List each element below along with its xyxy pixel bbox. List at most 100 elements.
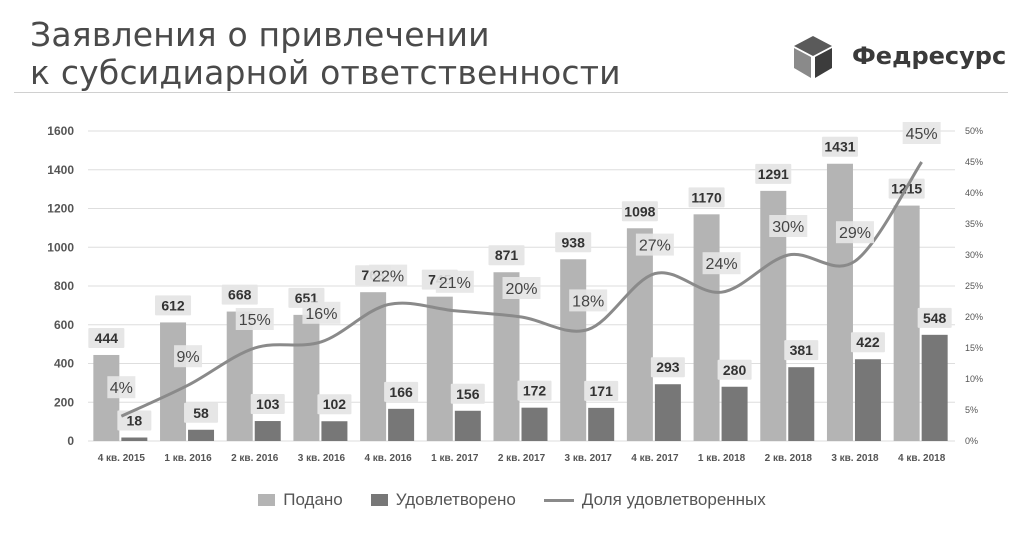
- data-label-satisfied: 172: [523, 383, 547, 399]
- legend-item: Подано: [258, 490, 343, 510]
- x-axis-tick-label: 4 кв. 2017: [631, 453, 679, 464]
- share-line: [120, 161, 923, 418]
- x-axis-tick-label: 4 кв. 2018: [898, 453, 946, 464]
- y-axis-tick-label: 1600: [47, 124, 74, 138]
- title-line-2: к субсидиарной ответственности: [30, 53, 621, 92]
- data-label-bg: [555, 232, 592, 253]
- chart-legend: Подано Удовлетворено Доля удовлетворенных: [0, 488, 1024, 512]
- data-label-satisfied: 166: [389, 384, 413, 400]
- share-label-bg: [107, 376, 136, 399]
- y2-axis-tick-label: 30%: [965, 250, 983, 260]
- share-label: 21%: [439, 275, 471, 292]
- x-axis-tick-label: 2 кв. 2017: [498, 453, 546, 464]
- share-label: 24%: [706, 256, 738, 273]
- share-label-bg: [702, 252, 741, 275]
- data-label-bg: [784, 340, 819, 361]
- data-label-satisfied: 548: [923, 310, 947, 326]
- share-label-bg: [569, 289, 608, 312]
- data-label-bg: [621, 201, 658, 222]
- share-label-bg: [769, 215, 808, 237]
- x-axis-tick-label: 4 кв. 2015: [98, 453, 146, 464]
- data-label-bg: [688, 187, 725, 208]
- bar-satisfied: [321, 421, 348, 441]
- share-label: 22%: [372, 269, 404, 286]
- data-label-satisfied: 58: [193, 405, 209, 421]
- data-label-satisfied: 381: [790, 342, 814, 358]
- bar-submitted: [493, 272, 520, 441]
- share-label-bg: [502, 277, 541, 299]
- bar-submitted: [160, 322, 187, 441]
- x-axis-tick-label: 1 кв. 2016: [164, 453, 212, 464]
- data-label-bg: [184, 402, 219, 423]
- fedresurs-logo-icon: [794, 36, 832, 78]
- bar-satisfied: [854, 359, 881, 441]
- share-label-bg: [369, 264, 408, 287]
- y2-axis-tick-label: 0%: [965, 436, 978, 446]
- y2-axis-tick-label: 35%: [965, 219, 983, 229]
- data-label-bg: [850, 332, 885, 353]
- share-label: 20%: [505, 281, 537, 298]
- bar-satisfied: [521, 407, 548, 441]
- y2-axis-tick-label: 5%: [965, 405, 978, 415]
- data-label-bg: [155, 295, 192, 316]
- bar-submitted: [693, 214, 720, 441]
- bar-submitted: [560, 259, 587, 441]
- share-label: 29%: [839, 225, 871, 242]
- share-label-bg: [635, 233, 674, 256]
- data-label-bg: [221, 284, 258, 305]
- share-label-bg: [302, 301, 341, 324]
- data-label-submitted: 1291: [758, 166, 789, 182]
- data-label-submitted: 444: [95, 330, 119, 346]
- data-label-satisfied: 156: [456, 386, 480, 402]
- y2-axis-tick-label: 15%: [965, 343, 983, 353]
- data-label-submitted: 938: [562, 234, 586, 250]
- share-label: 4%: [110, 380, 133, 397]
- data-label-satisfied: 18: [127, 413, 143, 429]
- bar-satisfied: [721, 386, 748, 441]
- data-label-bg: [650, 357, 685, 378]
- legend-item: Удовлетворено: [370, 490, 516, 510]
- brand-name: Федресурс: [852, 42, 1007, 70]
- legend-label: Подано: [283, 490, 343, 509]
- data-label-submitted: 1170: [691, 189, 722, 205]
- x-axis-tick-label: 3 кв. 2016: [298, 453, 346, 464]
- share-label: 15%: [239, 312, 271, 329]
- data-label-bg: [317, 394, 352, 415]
- data-label-submitted: 1431: [824, 139, 855, 155]
- data-label-submitted: 1098: [624, 203, 655, 219]
- bar-satisfied: [921, 334, 948, 441]
- x-axis-tick-label: 2 кв. 2018: [765, 453, 813, 464]
- share-label: 45%: [906, 126, 938, 143]
- data-label-submitted: 668: [228, 287, 252, 303]
- legend-swatch: [370, 494, 388, 506]
- data-label-satisfied: 171: [590, 383, 614, 399]
- y-axis-tick-label: 400: [54, 357, 74, 371]
- fedresurs-logo: Федресурс: [790, 34, 1015, 84]
- bar-satisfied: [588, 407, 615, 441]
- bar-submitted: [293, 314, 320, 441]
- data-label-bg: [384, 381, 419, 402]
- share-label: 9%: [176, 349, 199, 366]
- bar-submitted: [826, 163, 853, 441]
- legend-swatch: [258, 494, 276, 506]
- share-label-bg: [835, 221, 874, 244]
- y-axis-tick-label: 0: [67, 434, 74, 448]
- legend-label: Удовлетворено: [395, 490, 516, 509]
- bar-submitted: [226, 311, 253, 441]
- bar-line-chart: 0 200 400 600 800 1000 1200 1400 1600 0% 5% 10% 15% 2…: [47, 122, 983, 464]
- data-label-satisfied: 280: [723, 362, 747, 378]
- y2-axis-tick-label: 50%: [965, 126, 983, 136]
- y2-axis-tick-label: 20%: [965, 312, 983, 322]
- data-label-bg: [488, 245, 525, 266]
- share-label-bg: [902, 122, 941, 144]
- data-label-bg: [717, 359, 752, 380]
- legend-item: Доля удовлетворенных: [543, 490, 766, 510]
- data-label-satisfied: 102: [323, 396, 347, 412]
- y2-axis-tick-label: 10%: [965, 374, 983, 384]
- legend-swatch: [543, 498, 574, 502]
- bar-satisfied: [454, 410, 481, 441]
- bar-satisfied: [654, 384, 681, 441]
- share-label-bg: [174, 345, 203, 368]
- x-axis-tick-label: 1 кв. 2018: [698, 453, 746, 464]
- data-label-satisfied: 293: [656, 359, 680, 375]
